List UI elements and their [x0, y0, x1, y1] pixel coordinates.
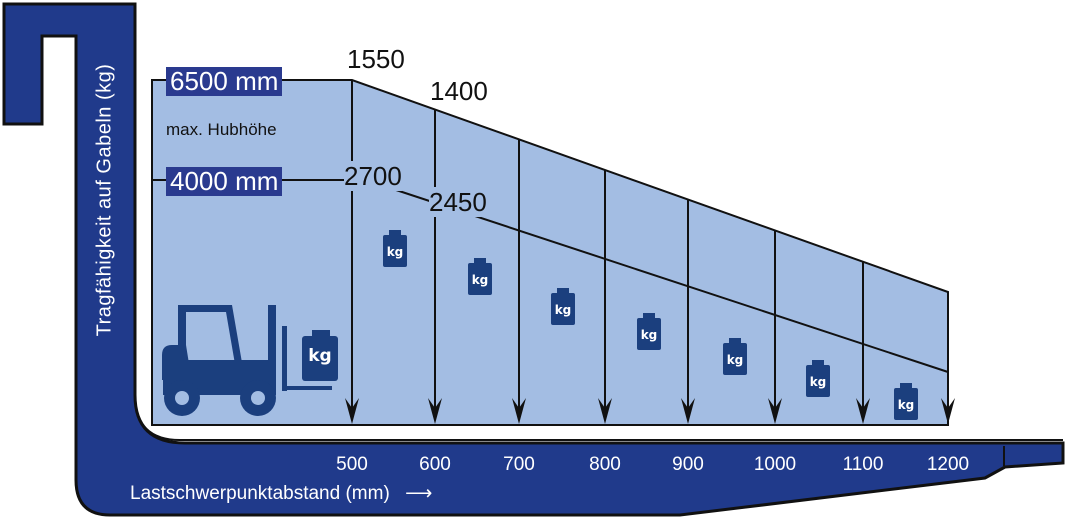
- weight-icon: kg: [894, 383, 918, 420]
- arrow-down-icon: [856, 398, 870, 424]
- x-axis-label: Lastschwerpunktabstand (mm) ⟶: [130, 482, 432, 505]
- arrow-down-icon: [941, 398, 955, 424]
- weight-icon-label: kg: [641, 328, 658, 342]
- x-tick-label: 500: [336, 454, 368, 475]
- height-label-6500: 6500 mm: [166, 67, 283, 96]
- load-weight-label: kg: [308, 346, 332, 366]
- x-tick-label: 700: [503, 454, 535, 475]
- weight-icon: kg: [723, 338, 747, 375]
- x-tick-label: 600: [419, 454, 451, 475]
- capacity-4000-500: 2700: [344, 161, 402, 191]
- arrow-down-icon: [681, 398, 695, 424]
- capacity-6500-500: 1550: [347, 44, 405, 74]
- x-tick-label: 1200: [926, 454, 970, 475]
- weight-icon-label: kg: [555, 303, 572, 317]
- forklift-icon: [162, 305, 332, 416]
- arrow-right-icon: ⟶: [405, 483, 433, 504]
- arrow-down-icon: [598, 398, 612, 424]
- arrow-down-icon: [428, 398, 442, 424]
- load-weight-icon: [302, 330, 338, 381]
- capacity-line-4000: [389, 187, 949, 373]
- arrow-down-icon: [768, 398, 782, 424]
- x-tick-label: 900: [672, 454, 704, 475]
- height-note: max. Hubhöhe: [166, 120, 277, 139]
- capacity-6500-600: 1400: [430, 76, 488, 106]
- fork-inner-edge: [134, 394, 1063, 441]
- weight-icon: kg: [806, 360, 830, 397]
- weight-icon: kg: [637, 313, 661, 350]
- capacity-4000-600: 2450: [429, 187, 487, 217]
- weight-icon-label: kg: [898, 398, 915, 412]
- x-tick-label: 1000: [753, 454, 797, 475]
- y-axis-label: Tragfähigkeit auf Gabeln (kg): [93, 63, 116, 337]
- weight-icon-label: kg: [472, 273, 489, 287]
- weight-icon-label: kg: [810, 375, 827, 389]
- arrow-down-icon: [345, 398, 359, 424]
- x-tick-label: 800: [589, 454, 621, 475]
- weight-icon-label: kg: [727, 353, 744, 367]
- weight-icon: kg: [468, 258, 492, 295]
- weight-icon: kg: [383, 230, 407, 267]
- x-axis-label-text: Lastschwerpunktabstand (mm): [130, 483, 390, 504]
- weight-icon: kg: [551, 288, 575, 325]
- arrow-down-icon: [512, 398, 526, 424]
- weight-icon-label: kg: [387, 245, 404, 259]
- x-tick-label: 1100: [842, 454, 884, 475]
- height-label-4000: 4000 mm: [166, 167, 283, 196]
